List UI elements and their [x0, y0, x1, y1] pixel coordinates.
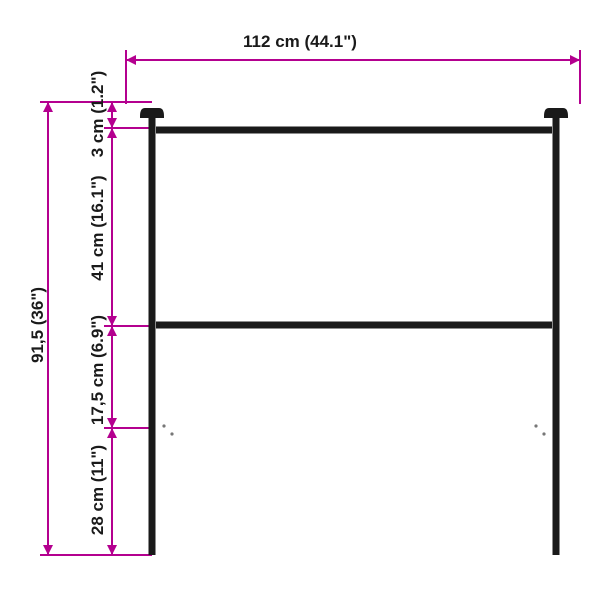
label-total-h: 91,5 (36")	[28, 287, 48, 363]
label-seg-28: 28 cm (11")	[88, 445, 108, 535]
label-seg-3: 3 cm (1.2")	[88, 71, 108, 158]
label-seg-41: 41 cm (16.1")	[88, 175, 108, 280]
label-top-width: 112 cm (44.1")	[243, 32, 357, 52]
label-seg-175: 17,5 cm (6.9")	[88, 315, 108, 425]
